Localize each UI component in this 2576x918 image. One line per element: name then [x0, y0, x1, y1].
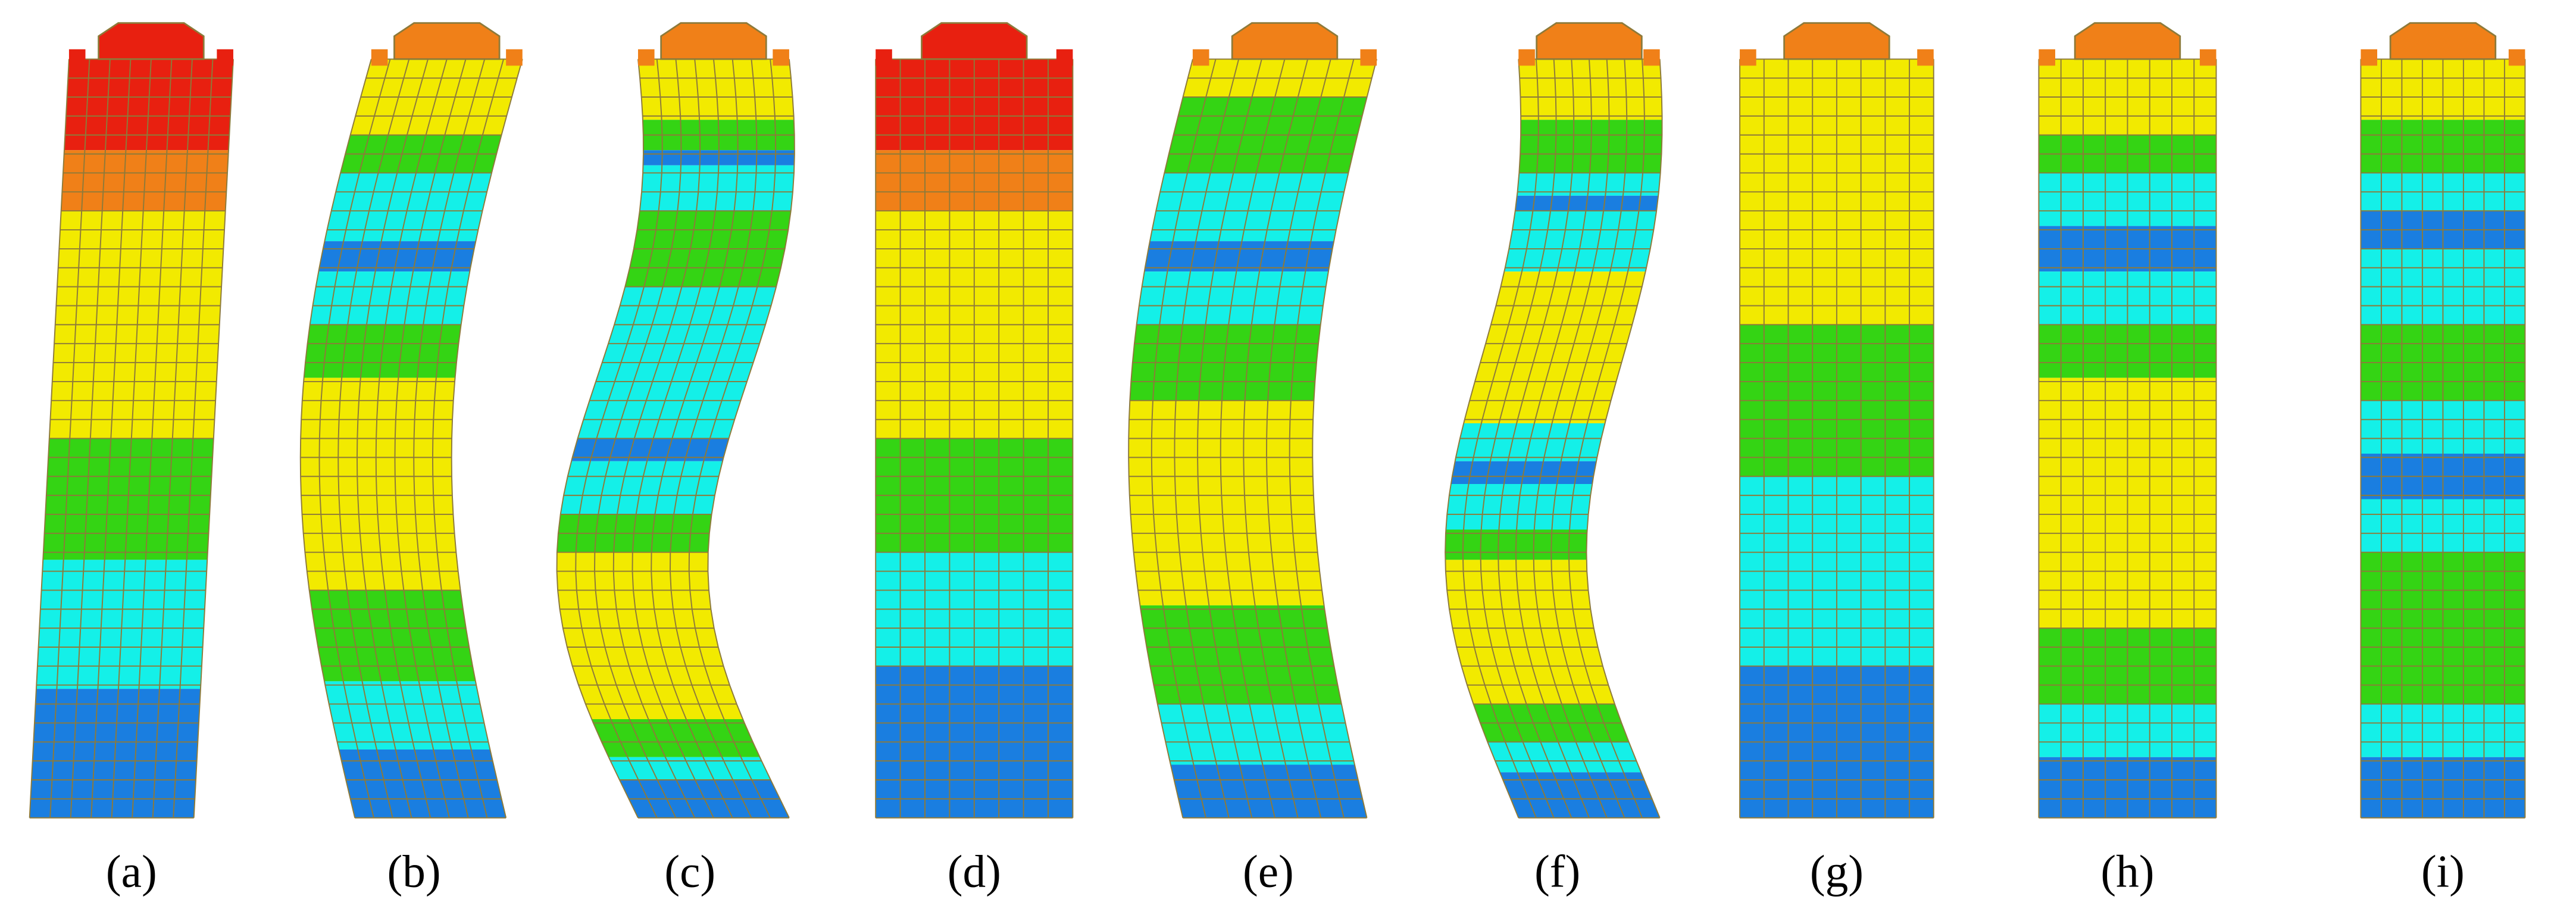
mode-shape — [1739, 22, 1934, 819]
mesh-line — [1128, 59, 1193, 818]
mode-shape — [2038, 22, 2217, 819]
panel-label: (f) — [1534, 846, 1580, 897]
mesh-line — [337, 59, 410, 818]
mesh-line — [1289, 59, 1355, 818]
color-band — [1445, 560, 1615, 704]
mesh-line — [688, 59, 777, 819]
mesh-line — [49, 59, 90, 818]
panel-label: (d) — [948, 846, 1001, 897]
tower-corner — [2508, 49, 2525, 66]
mesh-line — [1151, 59, 1217, 818]
panel-label: (h) — [2100, 846, 2154, 897]
mesh-line — [612, 59, 701, 819]
tower-cap — [98, 22, 205, 60]
color-band — [560, 461, 723, 514]
tower-cap — [2074, 22, 2181, 60]
tower-corner — [1360, 49, 1377, 66]
mesh-line — [575, 59, 663, 819]
tower-cap — [393, 22, 501, 60]
mode-shape — [29, 22, 234, 819]
mesh-line — [1197, 59, 1262, 818]
color-band — [557, 552, 743, 720]
mesh-line — [556, 59, 644, 819]
mesh-line — [299, 59, 372, 818]
mesh-line — [70, 59, 111, 818]
tower-cap — [1536, 22, 1643, 60]
color-band — [300, 377, 461, 591]
mesh-line — [1533, 59, 1610, 819]
mesh-line — [1586, 59, 1663, 819]
mesh-line — [432, 59, 504, 818]
tower-corner — [2199, 49, 2217, 66]
mesh-line — [1243, 59, 1309, 818]
mesh-line — [152, 59, 193, 818]
mesh-line — [707, 59, 795, 819]
mode-shape — [1445, 22, 1663, 819]
mesh-line — [173, 59, 214, 818]
tower-cap — [1783, 22, 1890, 60]
mesh-line — [413, 59, 486, 818]
mode-shape — [299, 22, 523, 819]
mode-shape — [556, 22, 795, 819]
tower-cap — [1231, 22, 1339, 60]
mesh-line — [193, 59, 234, 818]
tower-corner — [876, 49, 892, 66]
mesh-line — [90, 59, 132, 818]
tower-cap — [660, 22, 767, 60]
mesh-line — [1445, 59, 1522, 819]
mode-shape — [875, 22, 1074, 819]
color-band — [1128, 400, 1324, 605]
mesh-line — [1312, 59, 1377, 818]
mesh-line — [394, 59, 467, 818]
tower-corner — [1056, 49, 1073, 66]
mesh-line — [357, 59, 429, 818]
tower-corner — [637, 49, 655, 66]
panel-label: (i) — [2421, 846, 2465, 897]
mode-shape — [1128, 22, 1377, 819]
mesh-line — [651, 59, 739, 819]
tower-corner — [2039, 49, 2056, 66]
mesh-line — [1498, 59, 1575, 819]
color-band — [309, 590, 476, 682]
tower-corner — [217, 49, 233, 66]
mesh-line — [1220, 59, 1286, 818]
mesh-line — [1174, 59, 1240, 818]
panel-label: (e) — [1243, 846, 1294, 897]
tower-corner — [1518, 49, 1535, 66]
tower-corner — [1192, 49, 1209, 66]
mesh-line — [1462, 59, 1539, 819]
tower-corner — [506, 49, 523, 66]
mesh-line — [451, 59, 523, 818]
panel-label: (a) — [106, 846, 157, 897]
mesh-line — [1515, 59, 1592, 819]
panel-label: (b) — [387, 846, 441, 897]
mesh-line — [29, 59, 70, 818]
panel-label: (c) — [664, 846, 715, 897]
mesh-line — [632, 59, 720, 819]
tower-corner — [68, 49, 86, 66]
mesh-line — [132, 59, 173, 818]
tower-corner — [1643, 49, 1660, 66]
mode-shape — [2360, 22, 2526, 819]
mesh-line — [1480, 59, 1557, 819]
mesh-line — [318, 59, 391, 818]
tower-corner — [371, 49, 388, 66]
mesh-line — [1568, 59, 1645, 819]
tower-corner — [1740, 49, 1756, 66]
panel-label: (g) — [1810, 846, 1864, 897]
mesh-line — [111, 59, 152, 818]
mesh-line — [594, 59, 682, 819]
tower-corner — [1917, 49, 1934, 66]
tower-cap — [921, 22, 1028, 60]
mesh-line — [1266, 59, 1331, 818]
mesh-line — [375, 59, 448, 818]
mesh-line — [670, 59, 758, 819]
tower-cap — [2389, 22, 2497, 60]
color-band — [1140, 605, 1342, 704]
tower-corner — [2361, 49, 2378, 66]
tower-corner — [773, 49, 789, 66]
mesh-line — [1550, 59, 1628, 819]
